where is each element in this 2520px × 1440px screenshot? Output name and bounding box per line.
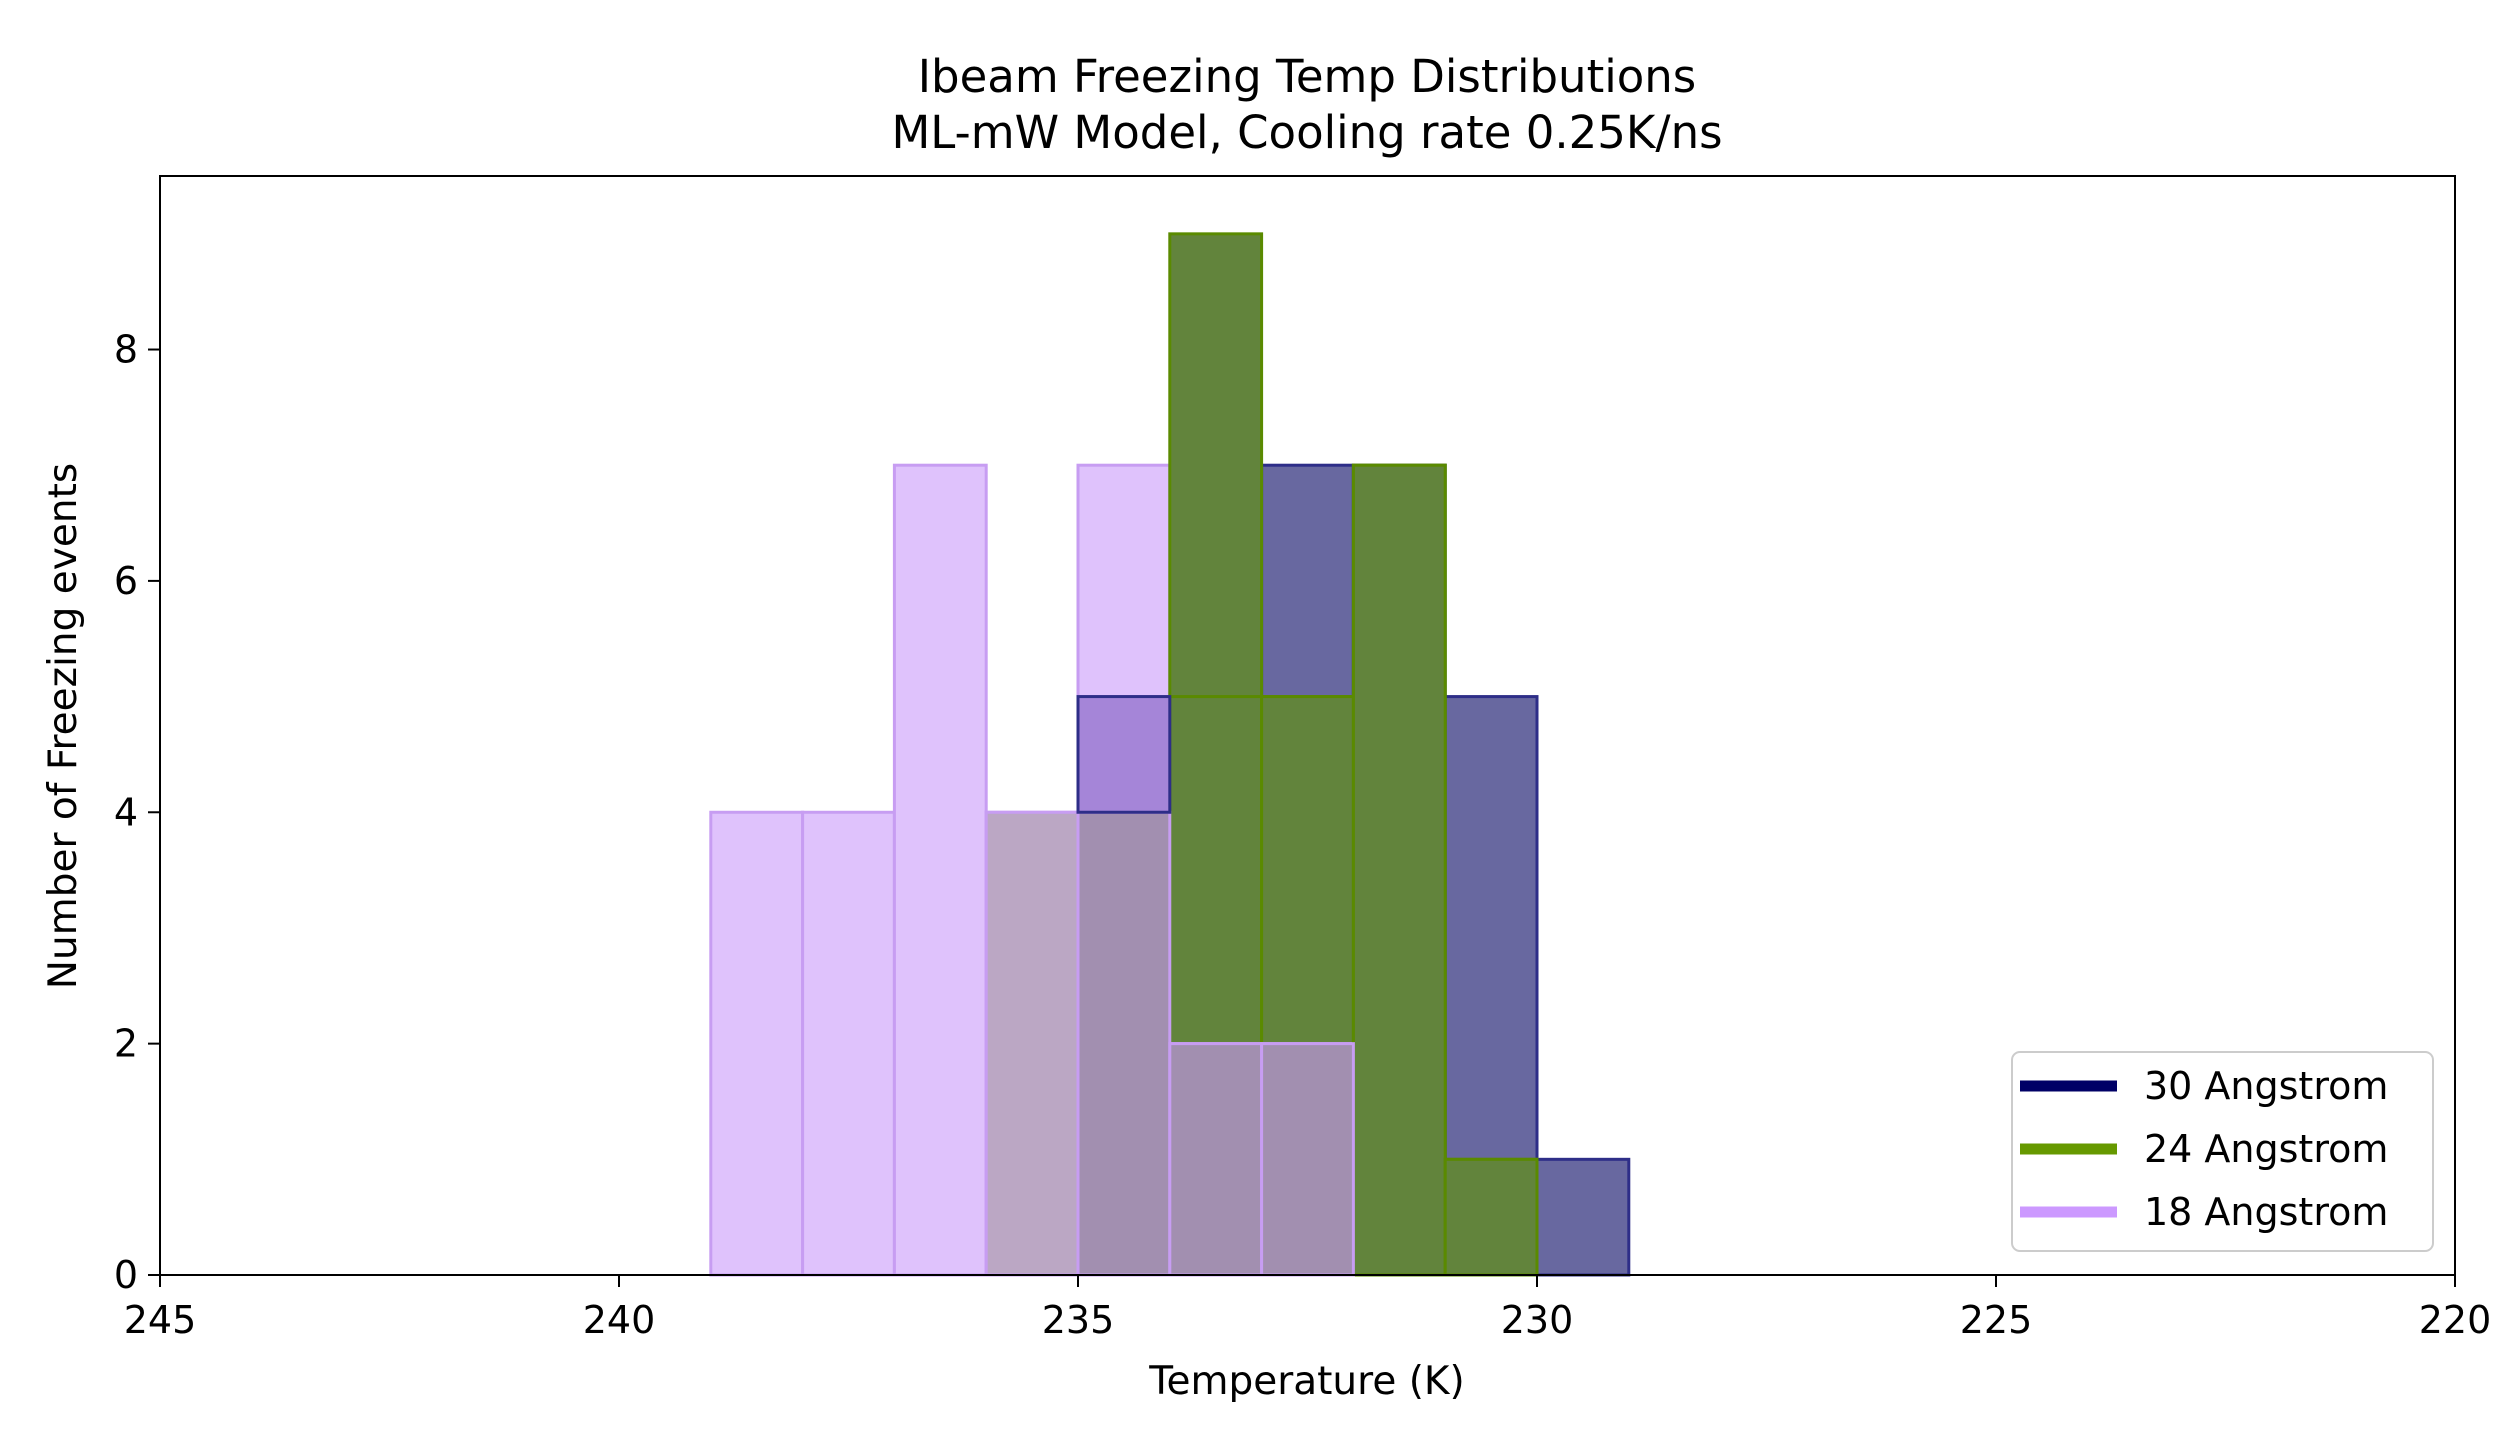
x-tick-label: 245 [124, 1298, 197, 1342]
bar-18-angstrom-bin-1 [801, 810, 896, 1277]
overlap-bars [984, 463, 1539, 1277]
x-tick-label: 235 [1042, 1298, 1115, 1342]
y-axis-ticks: 0 2 4 6 8 [114, 328, 160, 1297]
legend-label-18-angstrom: 18 Angstrom [2144, 1190, 2388, 1234]
bar-18-angstrom-bin-2 [892, 463, 988, 1277]
bar-18-angstrom-bin-0 [709, 810, 805, 1277]
legend-box [2011, 1051, 2434, 1252]
y-axis-label: Number of Freezing events [41, 463, 86, 989]
legend: 30 Angstrom 24 Angstrom 18 Angstrom [2011, 1051, 2434, 1252]
overlap-low-bin-6 [1260, 1042, 1355, 1277]
overlap-mauve-bin-4 [1076, 810, 1172, 1277]
overlap-purple-band-bin-4 [1076, 695, 1172, 814]
y-tick-label: 6 [114, 559, 138, 603]
x-axis-label: Temperature (K) [1148, 1359, 1464, 1404]
chart-subtitle: ML-mW Model, Cooling rate 0.25K/ns [891, 106, 1722, 159]
y-tick-label: 0 [114, 1253, 138, 1297]
x-tick-label: 240 [583, 1298, 656, 1342]
x-tick-label: 220 [2419, 1298, 2492, 1342]
chart-title: Ibeam Freezing Temp Distributions [918, 50, 1696, 103]
x-tick-label: 225 [1960, 1298, 2033, 1342]
x-axis-ticks: 245 240 235 230 225 220 [124, 1275, 2492, 1342]
y-tick-label: 2 [114, 1022, 138, 1066]
overlap-30-24-bin-8 [1443, 1157, 1539, 1277]
plot-frame [159, 175, 2456, 1276]
y-tick-label: 8 [114, 328, 138, 372]
y-tick-label: 4 [114, 790, 138, 834]
legend-label-30-angstrom: 30 Angstrom [2144, 1064, 2388, 1108]
x-tick-label: 230 [1501, 1298, 1574, 1342]
overlap-tint-bin-3 [984, 810, 1080, 1277]
overlap-low-bin-5 [1168, 1042, 1264, 1277]
bar-30-angstrom-bin-9 [1535, 1157, 1631, 1277]
legend-label-24-angstrom: 24 Angstrom [2144, 1127, 2388, 1171]
overlap-30-24-bin-7 [1351, 463, 1447, 1277]
